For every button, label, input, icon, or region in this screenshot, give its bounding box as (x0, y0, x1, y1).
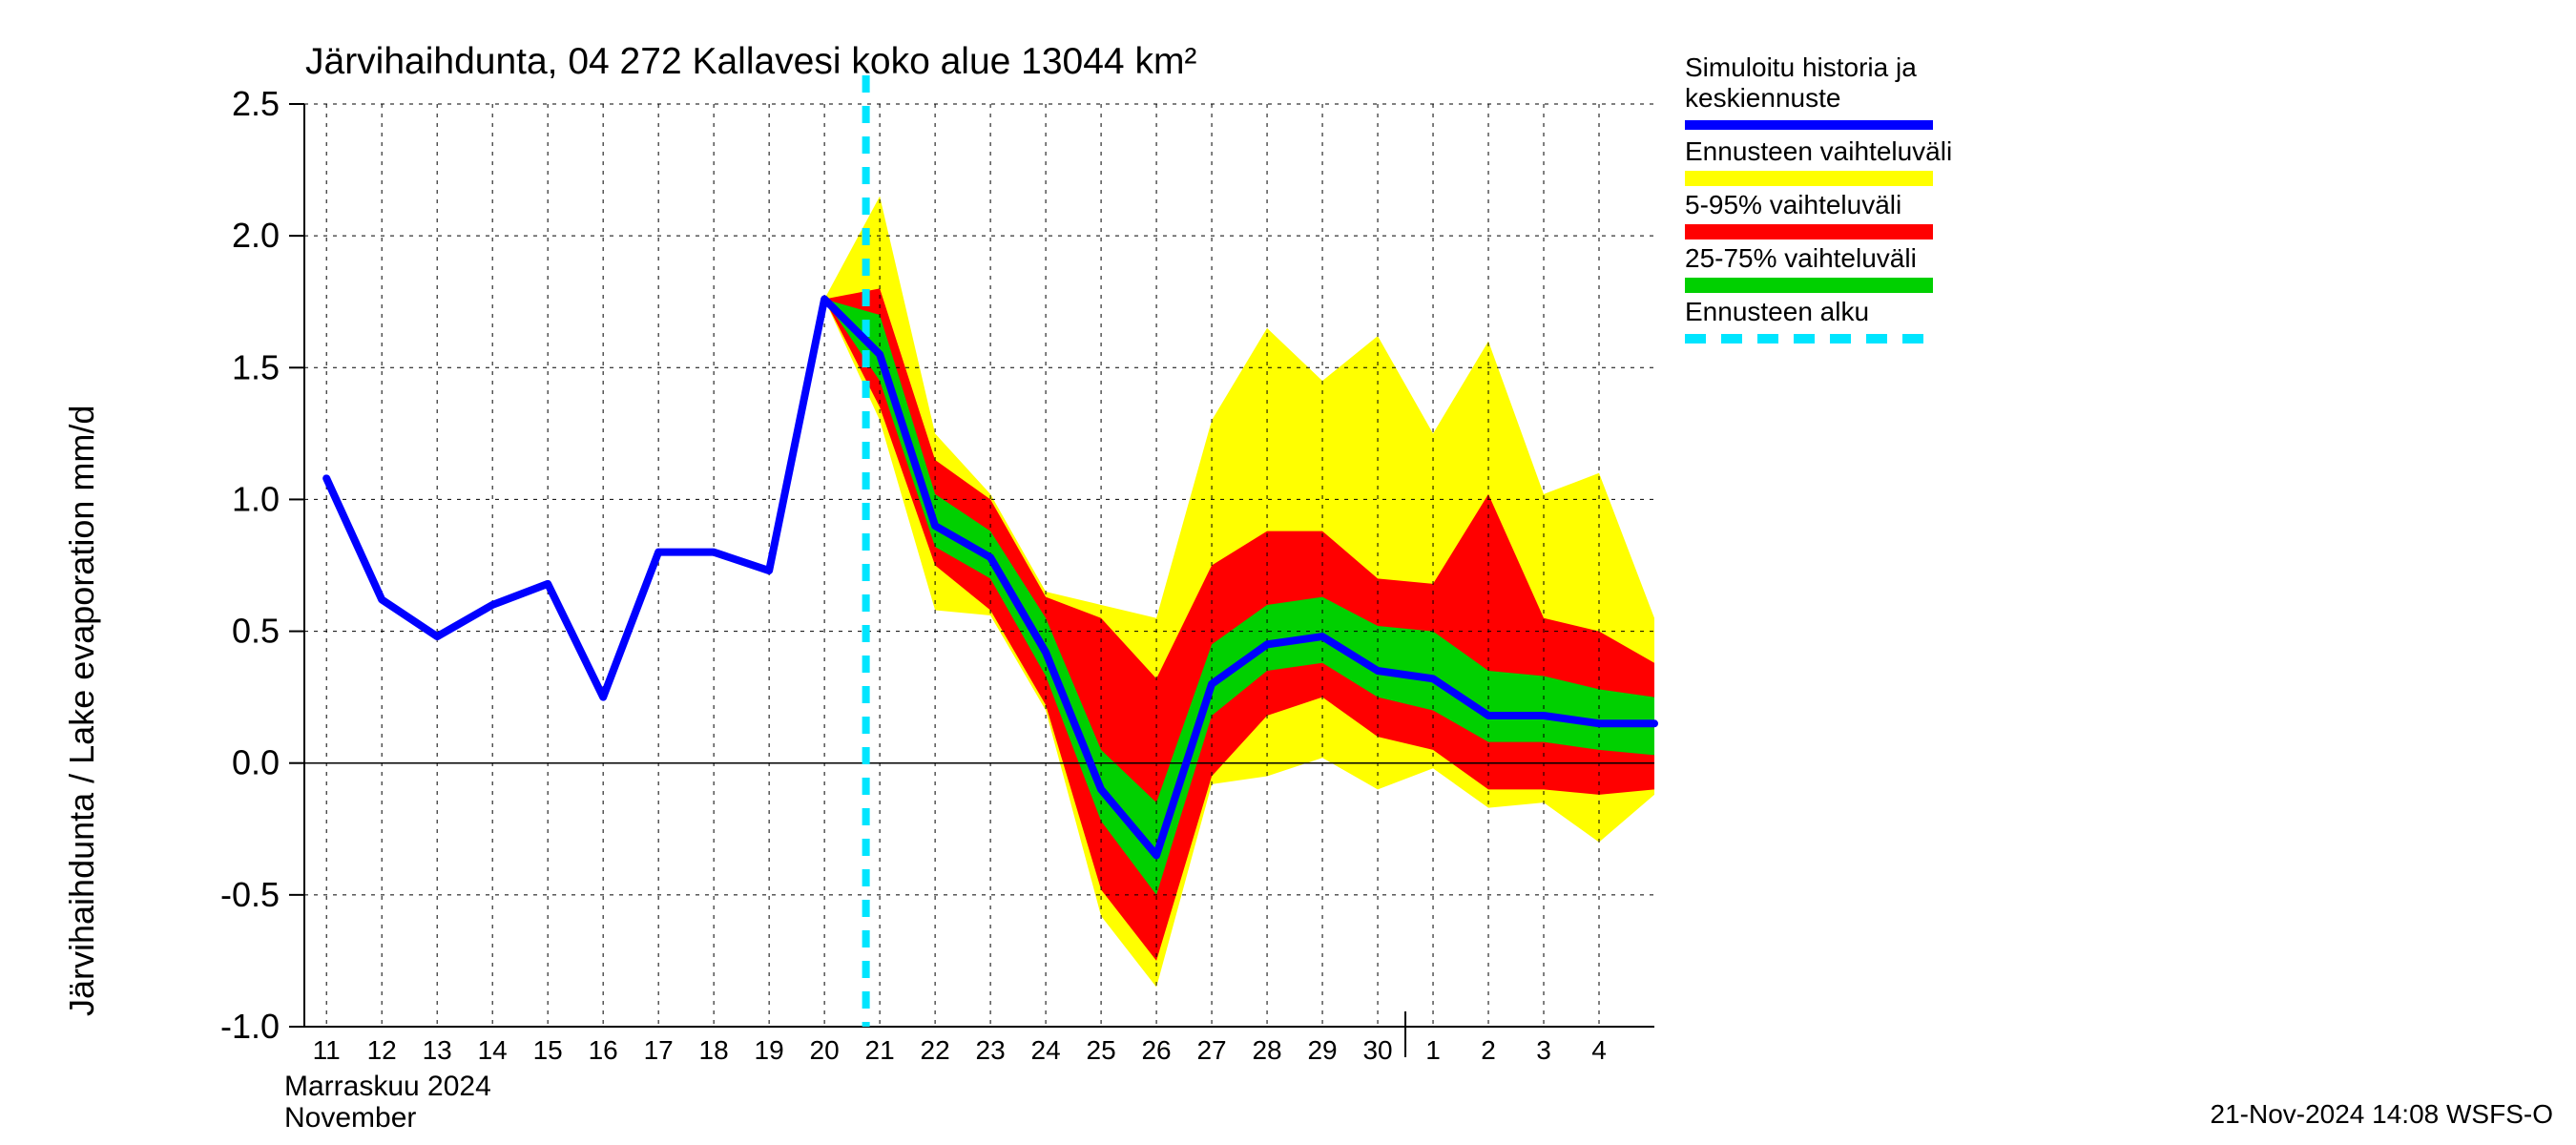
legend-swatch (1685, 115, 1933, 133)
svg-text:17: 17 (644, 1035, 674, 1065)
svg-text:22: 22 (921, 1035, 950, 1065)
svg-text:27: 27 (1196, 1035, 1226, 1065)
svg-text:0.0: 0.0 (232, 743, 280, 782)
legend-label: Ennusteen vaihteluväli (1685, 136, 1952, 167)
legend-swatch (1685, 222, 1933, 239)
legend-swatch (1685, 329, 1933, 346)
svg-text:12: 12 (367, 1035, 397, 1065)
svg-text:19: 19 (755, 1035, 784, 1065)
svg-text:24: 24 (1031, 1035, 1061, 1065)
svg-text:1: 1 (1425, 1035, 1441, 1065)
svg-text:1.0: 1.0 (232, 479, 280, 518)
legend-label: 25-75% vaihteluväli (1685, 243, 1952, 274)
svg-text:28: 28 (1252, 1035, 1281, 1065)
svg-text:29: 29 (1307, 1035, 1337, 1065)
legend: Simuloitu historia jakeskiennusteEnnuste… (1685, 52, 1952, 350)
figure-root: { "chart": { "type": "line", "title": "J… (0, 0, 2576, 1145)
legend-item: Ennusteen alku (1685, 297, 1952, 346)
svg-text:30: 30 (1362, 1035, 1392, 1065)
svg-text:21: 21 (865, 1035, 895, 1065)
svg-text:2.0: 2.0 (232, 216, 280, 255)
svg-text:1.5: 1.5 (232, 347, 280, 386)
svg-text:2.5: 2.5 (232, 84, 280, 123)
svg-text:20: 20 (810, 1035, 840, 1065)
svg-text:2: 2 (1481, 1035, 1496, 1065)
svg-text:26: 26 (1141, 1035, 1171, 1065)
legend-label: keskiennuste (1685, 83, 1952, 114)
legend-item: Simuloitu historia jakeskiennuste (1685, 52, 1952, 133)
legend-label: Simuloitu historia ja (1685, 52, 1952, 83)
svg-text:-1.0: -1.0 (220, 1007, 280, 1046)
svg-text:23: 23 (976, 1035, 1006, 1065)
legend-item: 25-75% vaihteluväli (1685, 243, 1952, 293)
svg-text:16: 16 (589, 1035, 618, 1065)
chart-svg: 1112131415161718192021222324252627282930… (0, 0, 2576, 1145)
svg-text:14: 14 (478, 1035, 508, 1065)
legend-label: 5-95% vaihteluväli (1685, 190, 1952, 220)
legend-swatch (1685, 169, 1933, 186)
legend-swatch (1685, 276, 1933, 293)
svg-text:3: 3 (1536, 1035, 1551, 1065)
svg-text:11: 11 (313, 1035, 341, 1065)
month-label-fi: Marraskuu 2024 (284, 1071, 491, 1103)
legend-item: 5-95% vaihteluväli (1685, 190, 1952, 239)
svg-text:-0.5: -0.5 (220, 875, 280, 914)
svg-text:25: 25 (1087, 1035, 1116, 1065)
svg-text:18: 18 (699, 1035, 729, 1065)
legend-label: Ennusteen alku (1685, 297, 1952, 327)
timestamp: 21-Nov-2024 14:08 WSFS-O (2211, 1099, 2554, 1130)
svg-text:0.5: 0.5 (232, 612, 280, 651)
legend-item: Ennusteen vaihteluväli (1685, 136, 1952, 186)
month-label-en: November (284, 1102, 416, 1135)
svg-text:4: 4 (1591, 1035, 1607, 1065)
svg-text:13: 13 (423, 1035, 452, 1065)
svg-text:15: 15 (533, 1035, 563, 1065)
